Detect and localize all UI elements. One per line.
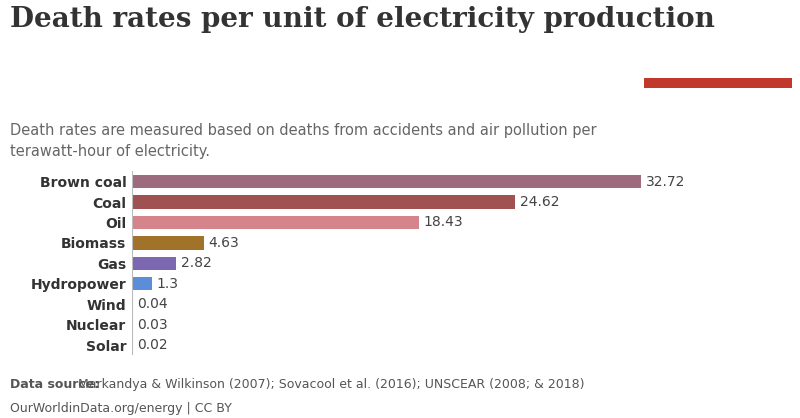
Text: Markandya & Wilkinson (2007); Sovacool et al. (2016); UNSCEAR (2008; & 2018): Markandya & Wilkinson (2007); Sovacool e… bbox=[74, 378, 585, 391]
Text: 0.03: 0.03 bbox=[137, 318, 168, 331]
Bar bbox=[132, 257, 176, 270]
Text: 2.82: 2.82 bbox=[181, 256, 211, 270]
Text: 4.63: 4.63 bbox=[209, 236, 239, 250]
Bar bbox=[132, 277, 152, 291]
Text: 32.72: 32.72 bbox=[646, 175, 685, 189]
Text: 24.62: 24.62 bbox=[520, 195, 559, 209]
Text: 0.02: 0.02 bbox=[137, 338, 168, 352]
Text: OurWorldinData.org/energy | CC BY: OurWorldinData.org/energy | CC BY bbox=[10, 402, 231, 415]
Bar bbox=[132, 236, 204, 250]
Text: 18.43: 18.43 bbox=[423, 215, 463, 229]
Bar bbox=[132, 195, 515, 209]
Bar bbox=[132, 175, 641, 188]
Text: Death rates per unit of electricity production: Death rates per unit of electricity prod… bbox=[10, 6, 714, 33]
Text: Our World
in Data: Our World in Data bbox=[682, 23, 754, 54]
Text: Data source:: Data source: bbox=[10, 378, 99, 391]
Bar bbox=[132, 216, 418, 229]
Text: 0.04: 0.04 bbox=[138, 297, 168, 311]
Text: Death rates are measured based on deaths from accidents and air pollution per
te: Death rates are measured based on deaths… bbox=[10, 123, 596, 159]
Bar bbox=[644, 78, 792, 88]
Text: 1.3: 1.3 bbox=[157, 277, 179, 291]
